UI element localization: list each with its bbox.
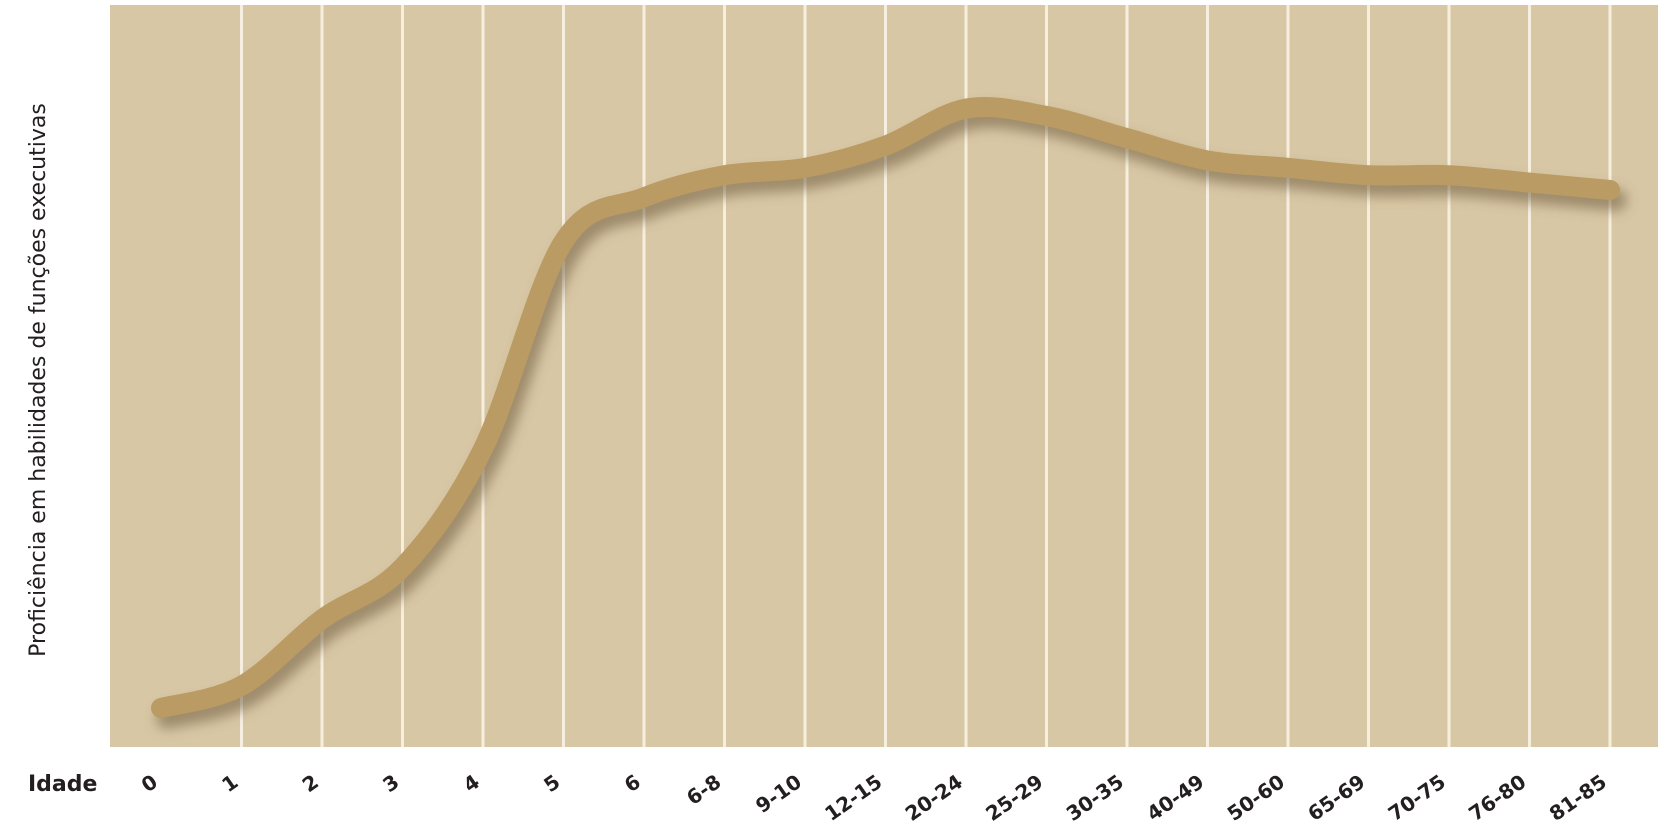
x-tick-label: 40-49 xyxy=(1142,769,1208,825)
x-tick-label: 5 xyxy=(539,769,564,797)
data-point xyxy=(716,166,734,184)
x-tick-label: 6 xyxy=(620,769,645,797)
x-tick-labels: 0 1 2 3 4 5 6 6-8 9-10 12-15 20-24 25-29 30-35 40-49 5… xyxy=(137,769,1611,825)
data-point xyxy=(796,159,814,177)
x-tick-label: 4 xyxy=(459,769,484,797)
gridlines xyxy=(240,5,1612,747)
x-tick-label: 1 xyxy=(217,769,242,797)
data-point xyxy=(474,440,492,458)
x-tick-label: 30-35 xyxy=(1062,769,1128,825)
data-point xyxy=(877,137,895,155)
data-point xyxy=(313,610,331,628)
data-point xyxy=(152,699,170,717)
x-tick-label: 70-75 xyxy=(1384,769,1450,825)
x-tick-label: 3 xyxy=(378,769,403,797)
data-point xyxy=(635,188,653,206)
x-tick-label: 9-10 xyxy=(751,769,806,817)
x-tick-label: 81-85 xyxy=(1545,769,1611,825)
data-point xyxy=(1601,181,1619,199)
x-axis-title: Idade xyxy=(28,772,97,797)
x-tick-label: 12-15 xyxy=(820,769,886,825)
data-point xyxy=(1360,166,1378,184)
y-axis-label: Proficiência em habilidades de funções e… xyxy=(26,103,51,657)
proficiency-curve xyxy=(151,97,1620,718)
x-tick-label: 0 xyxy=(137,769,162,797)
x-tick-label: 65-69 xyxy=(1303,769,1369,825)
data-point xyxy=(1521,174,1539,192)
data-point xyxy=(1038,107,1056,125)
data-point xyxy=(555,233,573,251)
data-point xyxy=(1440,166,1458,184)
x-tick-label: 6-8 xyxy=(682,769,725,809)
data-point xyxy=(394,558,412,576)
x-tick-label: 76-80 xyxy=(1464,769,1530,825)
data-point xyxy=(233,677,251,695)
data-point xyxy=(1199,151,1217,169)
data-point xyxy=(1279,159,1297,177)
x-tick-label: 25-29 xyxy=(981,769,1047,825)
data-point xyxy=(1118,129,1136,147)
x-tick-label: 20-24 xyxy=(901,769,967,825)
x-tick-label: 2 xyxy=(298,769,323,797)
x-tick-label: 50-60 xyxy=(1223,769,1289,825)
data-point xyxy=(957,100,975,118)
